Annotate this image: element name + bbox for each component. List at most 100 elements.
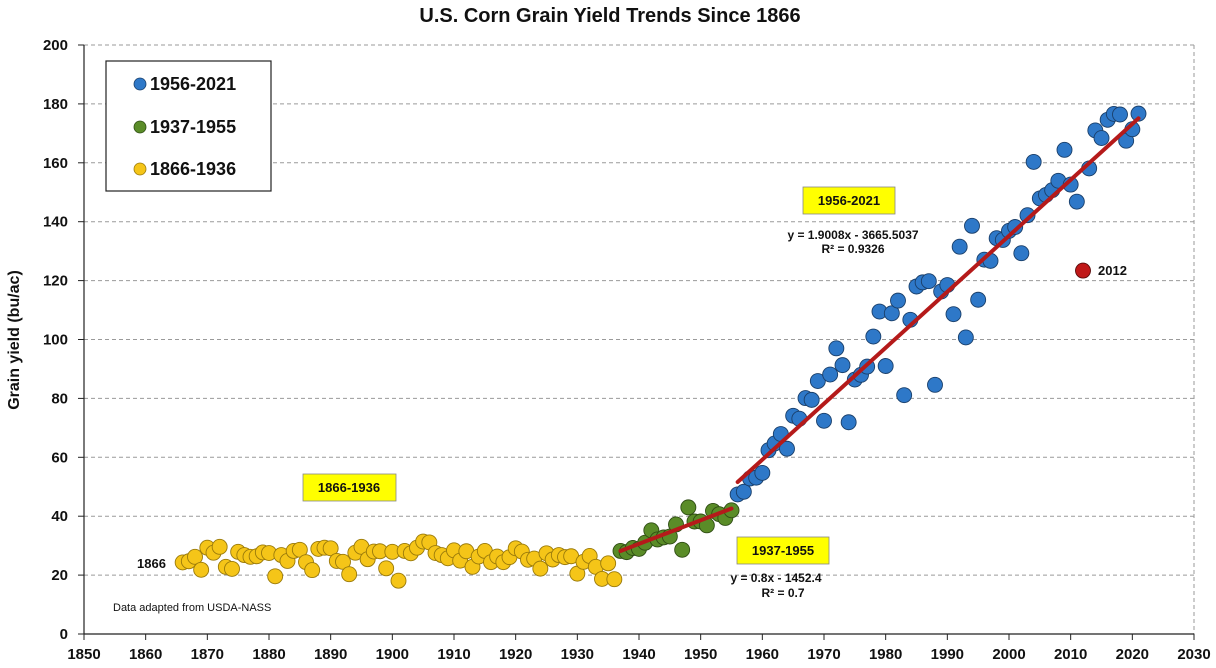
- equation-1956: y = 1.9008x - 3665.5037: [787, 228, 918, 242]
- legend-label-1937: 1937-1955: [150, 117, 236, 137]
- data-point: [809, 373, 826, 389]
- x-tick-label: 1910: [437, 646, 470, 663]
- x-tick-label: 1970: [807, 646, 840, 663]
- x-tick-label: 1950: [684, 646, 717, 663]
- data-point: [1075, 262, 1091, 279]
- x-tick-label: 2020: [1116, 646, 1149, 663]
- x-tick-label: 2010: [1054, 646, 1087, 663]
- x-tick-label: 1920: [499, 646, 532, 663]
- x-tick-label: 1990: [931, 646, 964, 663]
- data-point: [816, 412, 832, 429]
- data-point: [1056, 141, 1073, 158]
- legend-marker-1956: [133, 77, 147, 91]
- data-point: [834, 357, 851, 374]
- r-squared-1937: R² = 0.7: [761, 586, 804, 600]
- y-tick-label: 0: [60, 626, 68, 643]
- data-point: [224, 560, 240, 577]
- x-tick-label: 2030: [1177, 646, 1210, 663]
- y-tick-label: 180: [43, 96, 68, 113]
- period-box-1937: [736, 536, 830, 565]
- data-point: [1013, 245, 1030, 262]
- period-box-1956-label: 1956-2021: [818, 193, 880, 208]
- x-tick-label: 1850: [67, 646, 100, 663]
- data-point: [877, 358, 894, 374]
- x-tick-label: 1930: [561, 646, 594, 663]
- x-tick-label: 1940: [622, 646, 655, 663]
- data-point: [883, 305, 900, 322]
- y-tick-label: 20: [51, 567, 68, 584]
- data-point: [304, 562, 321, 579]
- data-point: [211, 538, 228, 555]
- equation-1937: y = 0.8x - 1452.4: [730, 571, 821, 585]
- period-box-1866-label: 1866-1936: [318, 480, 380, 495]
- data-point: [779, 440, 795, 457]
- y-tick-label: 80: [51, 390, 68, 407]
- data-point: [674, 541, 691, 558]
- period-box-1956: [802, 186, 896, 215]
- y-tick-label: 40: [51, 508, 68, 525]
- data-point: [754, 464, 771, 481]
- data-point: [970, 291, 987, 308]
- x-tick-label: 1980: [869, 646, 902, 663]
- label-2012: 2012: [1098, 263, 1127, 278]
- data-point: [896, 387, 913, 404]
- data-point: [951, 238, 968, 255]
- x-tick-label: 1870: [191, 646, 224, 663]
- data-point: [1007, 219, 1024, 235]
- data-point: [1019, 207, 1036, 224]
- data-point: [680, 499, 697, 516]
- data-point: [1130, 105, 1147, 122]
- gridlines: [84, 44, 1195, 634]
- data-point: [193, 561, 210, 578]
- x-tick-label: 1860: [129, 646, 162, 663]
- data-point: [920, 273, 937, 290]
- source-note: Data adapted from USDA-NASS: [113, 602, 271, 614]
- y-tick-label: 60: [51, 449, 68, 466]
- y-tick-label: 160: [43, 155, 68, 172]
- data-point: [378, 560, 395, 577]
- data-point: [840, 414, 857, 431]
- axes: 0 20 40 60 80 100 120 140 160 180 200 1850 1860 1870 1…: [43, 37, 1211, 663]
- chart-title: U.S. Corn Grain Yield Trends Since 1866: [419, 5, 800, 27]
- y-tick-label: 200: [43, 37, 68, 54]
- data-point: [1025, 153, 1042, 170]
- legend-marker-1866: [133, 162, 147, 176]
- label-1866: 1866: [137, 556, 166, 571]
- data-point: [957, 329, 974, 346]
- y-axis-label: Grain yield (bu/ac): [6, 270, 23, 410]
- legend-label-1866: 1866-1936: [150, 159, 236, 179]
- data-point: [532, 560, 549, 577]
- data-point: [945, 306, 962, 323]
- period-box-1937-label: 1937-1955: [752, 543, 814, 558]
- data-point: [964, 217, 980, 234]
- trendline: [618, 506, 734, 553]
- data-point: [735, 483, 752, 500]
- data-point: [822, 366, 839, 383]
- data-point: [828, 340, 845, 357]
- legend-marker-1937: [133, 120, 147, 134]
- data-point: [1093, 130, 1110, 147]
- data-point: [267, 568, 284, 585]
- y-tick-label: 100: [43, 332, 68, 349]
- trendline: [735, 116, 1141, 485]
- legend-box: [105, 60, 272, 192]
- data-point: [1112, 106, 1128, 123]
- x-tick-label: 1880: [252, 646, 285, 663]
- legend: 1956-2021 1937-1955 1866-1936: [105, 60, 272, 192]
- data-point: [390, 572, 407, 589]
- data-point: [1068, 193, 1085, 210]
- y-tick-label: 140: [43, 214, 68, 231]
- data-point: [341, 566, 358, 583]
- data-point: [803, 391, 820, 408]
- y-tick-label: 120: [43, 273, 68, 290]
- x-tick-label: 2000: [992, 646, 1025, 663]
- data-point: [890, 292, 906, 309]
- data-point: [322, 540, 339, 557]
- data-point: [606, 571, 623, 588]
- data-point: [187, 548, 203, 565]
- data-point: [600, 555, 617, 572]
- data-point: [865, 328, 882, 345]
- data-point: [927, 376, 943, 393]
- r-squared-1956: R² = 0.9326: [821, 242, 884, 256]
